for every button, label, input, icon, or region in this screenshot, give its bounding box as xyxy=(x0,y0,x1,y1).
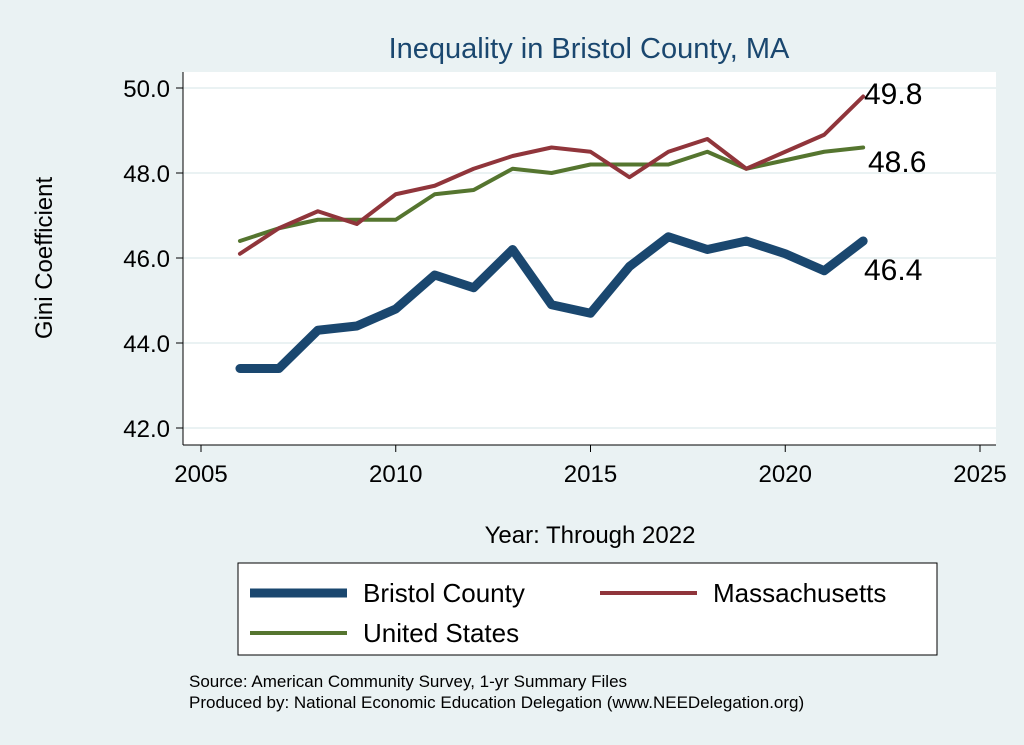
data-point xyxy=(590,312,591,314)
x-tick-label: 2025 xyxy=(953,461,1006,488)
data-point xyxy=(356,219,358,221)
data-point xyxy=(356,325,358,327)
data-point xyxy=(512,168,514,170)
data-point xyxy=(434,274,436,276)
data-point xyxy=(862,96,864,97)
data-point xyxy=(239,240,241,242)
x-axis-label: Year: Through 2022 xyxy=(485,522,696,549)
source-note: Source: American Community Survey, 1-yr … xyxy=(189,672,627,691)
y-tick-label: 50.0 xyxy=(123,76,170,103)
legend-label: United States xyxy=(363,618,519,648)
x-tick-label: 2010 xyxy=(369,461,422,488)
x-tick-label: 2020 xyxy=(759,461,812,488)
data-point xyxy=(395,308,397,310)
data-point xyxy=(823,270,825,272)
data-point xyxy=(706,249,708,250)
y-tick-label: 48.0 xyxy=(123,161,170,188)
data-point xyxy=(395,193,397,195)
data-point xyxy=(278,368,280,369)
producer-note: Produced by: National Economic Education… xyxy=(189,693,804,712)
data-point xyxy=(317,210,319,212)
data-point xyxy=(590,164,591,165)
x-tick-label: 2015 xyxy=(564,461,617,488)
data-point xyxy=(706,138,708,140)
data-point xyxy=(317,219,319,221)
data-point xyxy=(862,240,864,242)
data-point xyxy=(512,249,514,250)
data-point xyxy=(473,168,475,170)
chart-title: Inequality in Bristol County, MA xyxy=(389,33,790,65)
data-point xyxy=(239,253,241,255)
data-point xyxy=(473,287,475,289)
end-value-label: 46.4 xyxy=(864,254,922,287)
data-point xyxy=(784,151,786,153)
data-point xyxy=(823,134,825,136)
end-value-label: 49.8 xyxy=(864,78,922,111)
data-point xyxy=(434,185,436,187)
y-tick-label: 42.0 xyxy=(123,416,170,443)
data-point xyxy=(667,164,669,165)
data-point xyxy=(590,151,591,153)
data-point xyxy=(745,168,747,170)
data-point xyxy=(628,164,630,165)
y-tick-label: 44.0 xyxy=(123,331,170,358)
x-tick-label: 2005 xyxy=(174,461,227,488)
data-point xyxy=(551,147,553,148)
data-point xyxy=(395,219,397,221)
end-value-label: 48.6 xyxy=(868,146,926,179)
data-point xyxy=(551,172,553,174)
legend-label: Bristol County xyxy=(363,578,525,608)
data-point xyxy=(667,151,669,153)
y-axis-label: Gini Coefficient xyxy=(31,177,58,340)
y-tick-label: 46.0 xyxy=(123,246,170,273)
legend-label: Massachusetts xyxy=(713,578,886,608)
data-point xyxy=(512,155,514,157)
data-point xyxy=(628,266,630,267)
data-point xyxy=(239,368,241,369)
data-point xyxy=(473,189,475,191)
data-point xyxy=(784,253,786,255)
data-point xyxy=(862,147,864,148)
data-point xyxy=(823,151,825,153)
data-point xyxy=(278,227,280,229)
data-point xyxy=(628,176,630,178)
data-point xyxy=(706,151,708,153)
data-point xyxy=(667,236,669,238)
data-point xyxy=(745,240,747,242)
data-point xyxy=(784,159,786,161)
data-point xyxy=(434,193,436,195)
legend-box xyxy=(237,562,938,656)
data-point xyxy=(317,329,319,331)
data-point xyxy=(356,223,358,225)
data-point xyxy=(551,304,553,306)
